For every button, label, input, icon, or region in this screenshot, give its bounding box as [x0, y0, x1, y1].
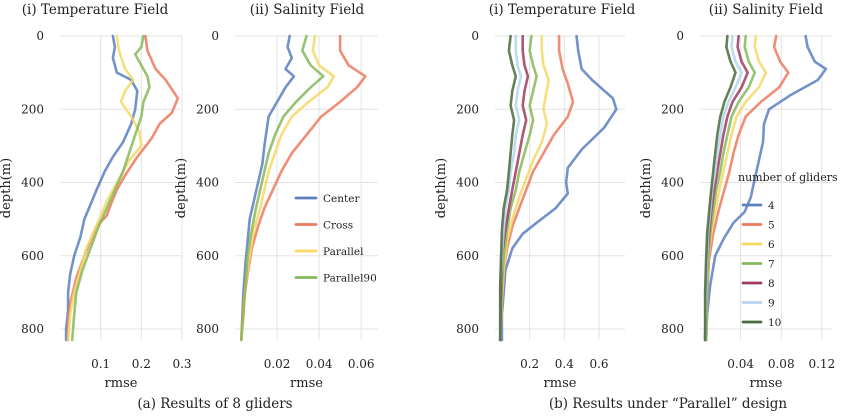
panel-4-ytick-label-0: 0 — [676, 29, 684, 43]
panel-3-ytick-label-3: 600 — [456, 249, 479, 263]
panel-2-legend: Center Cross Parallel Parallel90 — [294, 193, 377, 285]
panel-3-ytick-label-2: 400 — [456, 176, 479, 190]
panel-1-xlabel: rmse — [105, 376, 138, 391]
panel-2-title: (ii) Salinity Field — [250, 2, 365, 18]
panel-3-xtick-label-2: 0.6 — [589, 357, 608, 371]
panel-4-ytick-label-3: 600 — [661, 249, 684, 263]
panel-2-plot-area — [235, 36, 378, 340]
panel-4-plot-area — [700, 36, 832, 340]
panel-2-series-parallel90 — [240, 34, 325, 342]
panel-4-xtick-label-0: 0.04 — [727, 357, 754, 371]
caption-a: (a) Results of 8 gliders — [137, 396, 292, 412]
panel-3-title: (i) Temperature Field — [489, 2, 636, 18]
panel-1-ytick-label-1: 200 — [21, 102, 44, 116]
panel-4: (ii) Salinity Field 0 200 400 600 800 0.04 0.08… — [639, 2, 838, 391]
panel-1-ytick-label-2: 400 — [21, 176, 44, 190]
panel-1-series-parallel90 — [70, 34, 151, 342]
panel-2-xtick-label-1: 0.04 — [306, 357, 333, 371]
panel-1: (i) Temperature Field 0 200 400 600 800 0.1 0.2… — [0, 2, 192, 391]
panel-4-series-5 — [704, 34, 790, 342]
panel-4-series-10 — [703, 34, 737, 342]
panel-1-ytick-label-0: 0 — [36, 29, 44, 43]
panel-2-series-center — [240, 34, 296, 342]
panel-2-ytick-label-2: 400 — [196, 176, 219, 190]
panel-2-ytick-label-4: 800 — [196, 322, 219, 336]
panel-1-title: (i) Temperature Field — [22, 2, 169, 18]
panel-4-ytick-label-2: 400 — [661, 176, 684, 190]
panel-2-ylabel: depth(m) — [174, 158, 189, 218]
panel-4-xtick-label-2: 0.12 — [808, 357, 835, 371]
panel-2-ytick-label-1: 200 — [196, 102, 219, 116]
panel-1-xtick-label-0: 0.1 — [91, 357, 110, 371]
panel-1-ylabel: depth(m) — [0, 158, 14, 218]
panel-4-ytick-label-4: 800 — [661, 322, 684, 336]
panel-1-xtick-label-2: 0.3 — [172, 357, 191, 371]
panel-4-legend-title: number of gliders — [738, 171, 838, 184]
panel-2-xtick-label-0: 0.02 — [264, 357, 291, 371]
panel-1-plot-area — [60, 36, 182, 340]
panel-4-legend-label-10: 10 — [768, 317, 781, 329]
panel-4-legend-label-7: 7 — [768, 259, 775, 271]
panel-4-series-4 — [704, 34, 828, 342]
panel-3-series-6 — [498, 34, 550, 342]
panel-4-xtick-label-1: 0.08 — [768, 357, 795, 371]
panel-3-series-4 — [500, 34, 618, 342]
panel-4-legend-label-9: 9 — [768, 298, 775, 310]
panel-4-legend-label-4: 4 — [768, 200, 775, 212]
panel-4-legend-label-5: 5 — [768, 220, 775, 232]
panel-2-legend-label-center: Center — [323, 193, 360, 205]
panel-1-series-parallel — [66, 34, 143, 342]
panel-4-ylabel: depth(m) — [639, 158, 654, 218]
panel-3-ylabel: depth(m) — [434, 158, 449, 218]
panel-1-series-cross — [66, 34, 180, 342]
panel-3-series-7 — [498, 34, 538, 342]
panel-3-xlabel: rmse — [544, 376, 577, 391]
panel-3-series-10 — [498, 34, 518, 342]
panel-3-xtick-label-0: 0.2 — [520, 357, 539, 371]
panel-2-ytick-label-3: 600 — [196, 249, 219, 263]
panel-2-xtick-label-2: 0.06 — [348, 357, 375, 371]
panel-4-legend-label-8: 8 — [768, 278, 775, 290]
panel-4-xlabel: rmse — [750, 376, 783, 391]
panel-2-xlabel: rmse — [290, 376, 323, 391]
panel-1-ytick-label-4: 800 — [21, 322, 44, 336]
panel-1-xtick-label-1: 0.2 — [132, 357, 151, 371]
panel-2-legend-label-cross: Cross — [323, 220, 353, 232]
panel-4-ytick-label-1: 200 — [661, 102, 684, 116]
panel-2-legend-label-parallel: Parallel — [323, 246, 364, 258]
panel-2-ytick-label-0: 0 — [211, 29, 219, 43]
panel-3-ytick-label-0: 0 — [471, 29, 479, 43]
panel-1-series-center — [64, 34, 139, 342]
panel-3: (i) Temperature Field 0 200 400 600 800 0.2 0.4… — [434, 2, 636, 391]
panel-3-ytick-label-1: 200 — [456, 102, 479, 116]
panel-4-legend: number of gliders 4 5 6 7 8 9 10 — [738, 171, 838, 329]
panel-4-title: (ii) Salinity Field — [709, 2, 824, 18]
caption-b: (b) Results under “Parallel” design — [549, 396, 788, 412]
panel-4-legend-label-6: 6 — [768, 239, 775, 251]
panel-3-ytick-label-4: 800 — [456, 322, 479, 336]
panel-3-xtick-label-1: 0.4 — [555, 357, 574, 371]
panel-2: (ii) Salinity Field 0 200 400 600 800 0.02 0.04… — [174, 2, 378, 391]
panel-1-ytick-label-3: 600 — [21, 249, 44, 263]
panel-2-series-parallel — [240, 34, 336, 342]
panel-2-legend-label-parallel90: Parallel90 — [323, 273, 377, 285]
